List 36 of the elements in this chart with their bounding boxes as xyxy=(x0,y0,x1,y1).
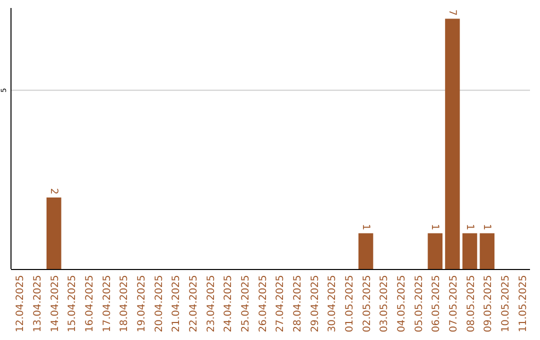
x-tick-label: 28.04.2025 xyxy=(292,275,304,332)
x-tick-label: 05.05.2025 xyxy=(414,275,425,332)
x-tick-label: 26.04.2025 xyxy=(258,275,269,332)
x-tick-label: 17.04.2025 xyxy=(102,275,113,332)
data-label: 1 xyxy=(481,224,492,230)
x-tick-label: 04.05.2025 xyxy=(396,275,408,332)
x-tick-label: 01.05.2025 xyxy=(344,275,356,332)
x-tick-label: 25.04.2025 xyxy=(240,275,252,332)
x-tick-label: 08.05.2025 xyxy=(466,275,477,332)
x-tick-label: 21.04.2025 xyxy=(171,275,182,332)
x-tick-label: 07.05.2025 xyxy=(448,275,460,332)
data-label: 7 xyxy=(446,9,458,16)
x-tick-label: 02.05.2025 xyxy=(362,275,373,332)
x-tick-label: 30.04.2025 xyxy=(327,275,338,332)
x-tick-label: 06.05.2025 xyxy=(431,275,442,332)
x-tick-label: 10.05.2025 xyxy=(500,275,512,332)
x-tick-label: 20.04.2025 xyxy=(154,275,165,332)
x-tick-label: 12.04.2025 xyxy=(15,275,26,332)
x-tick-label: 22.04.2025 xyxy=(188,275,200,332)
x-tick-label: 23.04.2025 xyxy=(206,275,217,332)
x-tick-label: 13.04.2025 xyxy=(32,275,44,332)
x-tick-label: 09.05.2025 xyxy=(483,275,494,332)
x-tick-label: 29.04.2025 xyxy=(310,275,321,332)
x-tick-label: 14.04.2025 xyxy=(50,275,61,332)
data-label: 1 xyxy=(464,224,475,230)
x-tick-label: 27.04.2025 xyxy=(275,275,286,332)
data-label: 1 xyxy=(360,224,371,230)
x-tick-label: 19.04.2025 xyxy=(136,275,148,332)
x-tick-label: 11.05.2025 xyxy=(518,275,529,332)
data-label: 1 xyxy=(429,224,440,230)
x-tick-label: 03.05.2025 xyxy=(379,275,390,332)
x-tick-label: 24.04.2025 xyxy=(223,275,234,332)
x-tick-label: 15.04.2025 xyxy=(67,275,78,332)
data-label: 2 xyxy=(48,188,59,194)
x-tick-label: 16.04.2025 xyxy=(84,275,96,332)
x-tick-label: 18.04.2025 xyxy=(119,275,130,332)
